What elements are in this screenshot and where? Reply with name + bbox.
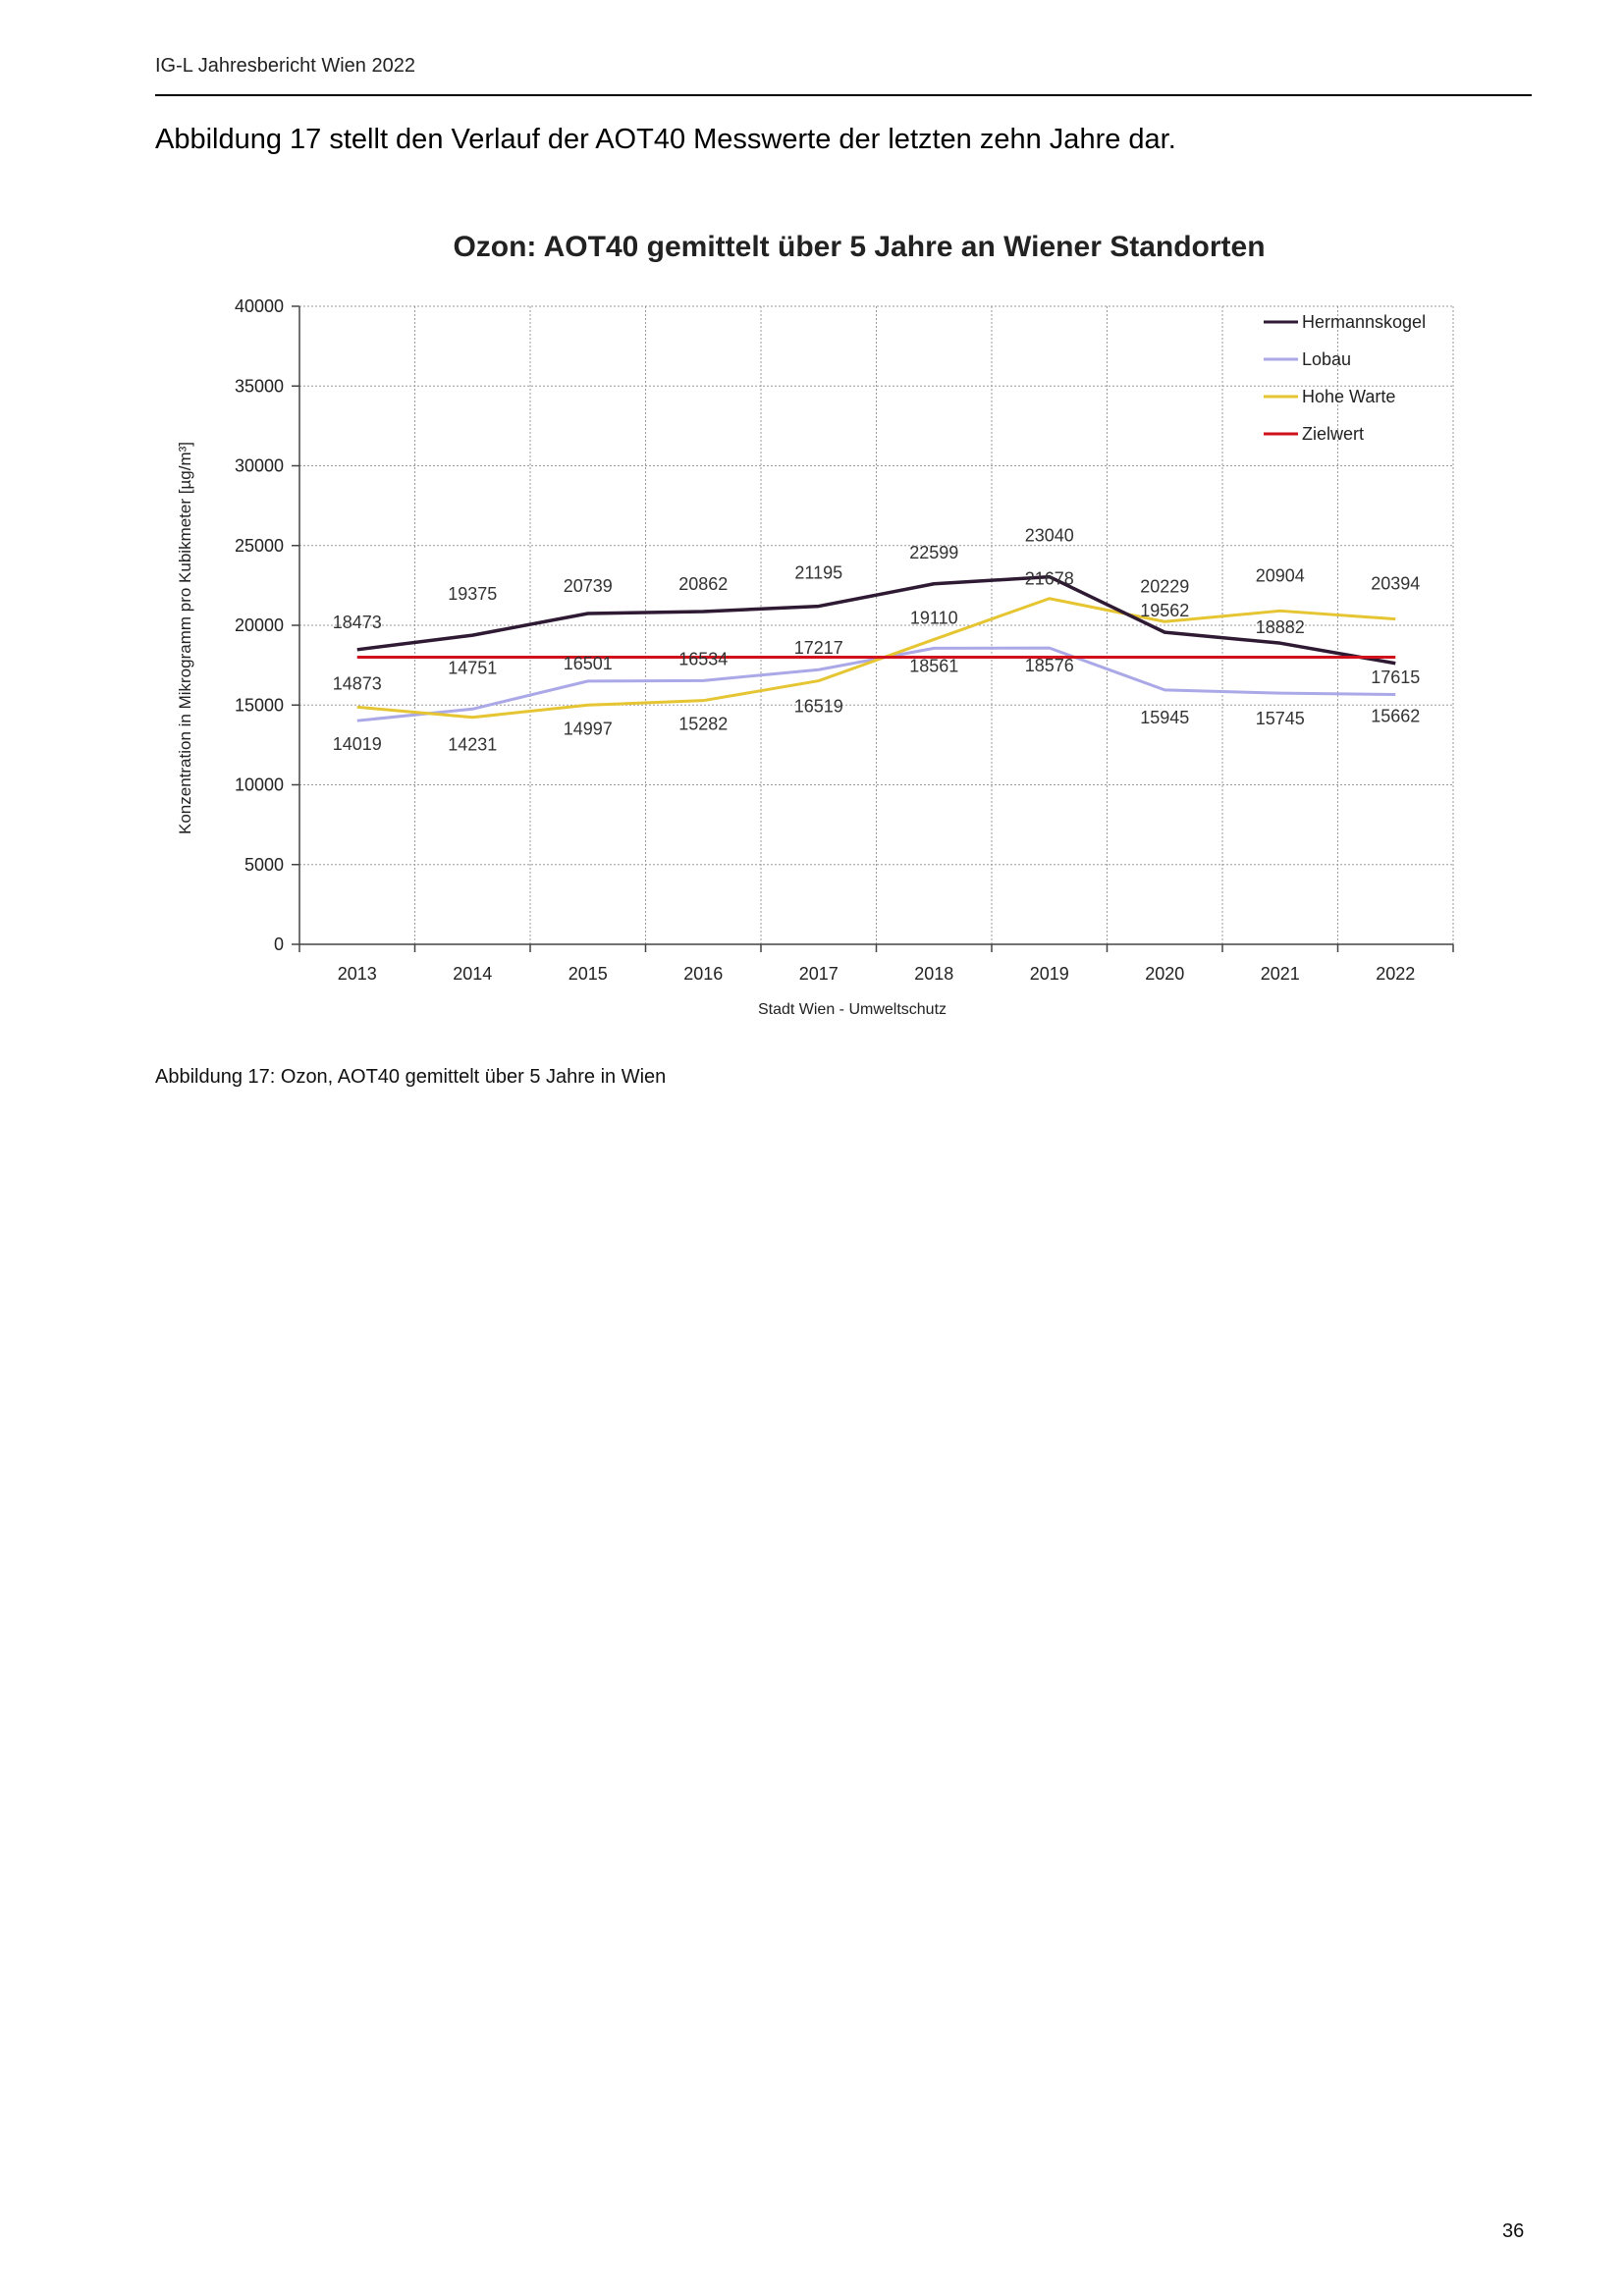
- x-axis-label: Stadt Wien - Umweltschutz: [758, 1001, 947, 1018]
- data-label-lobau: 18561: [909, 656, 958, 675]
- chart-title: Ozon: AOT40 gemittelt über 5 Jahre an Wi…: [453, 231, 1265, 263]
- intro-paragraph: Abbildung 17 stellt den Verlauf der AOT4…: [155, 124, 1176, 155]
- legend-label: Hermannskogel: [1302, 312, 1426, 332]
- figure-caption: Abbildung 17: Ozon, AOT40 gemittelt über…: [155, 1066, 667, 1088]
- data-label-hohe-warte: 16519: [794, 697, 843, 717]
- running-header: IG-L Jahresbericht Wien 2022: [155, 55, 415, 77]
- legend-label: Hohe Warte: [1302, 387, 1395, 406]
- data-label-hermannskogel: 18882: [1256, 617, 1305, 637]
- data-label-lobau: 16501: [564, 654, 613, 673]
- series-line-hohe-warte: [356, 597, 1396, 720]
- x-tick-label: 2014: [453, 964, 492, 984]
- x-tick-label: 2013: [338, 964, 377, 984]
- x-tick-label: 2017: [799, 964, 839, 984]
- data-label-lobau: 17217: [794, 638, 843, 658]
- data-label-hermannskogel: 20739: [564, 576, 613, 596]
- data-label-lobau: 14019: [333, 734, 382, 754]
- legend-label: Zielwert: [1302, 424, 1364, 444]
- x-tick-label: 2020: [1145, 964, 1184, 984]
- data-label-hohe-warte: 19110: [910, 608, 958, 627]
- data-label-lobau: 16534: [678, 649, 728, 668]
- x-tick-label: 2021: [1261, 964, 1300, 984]
- header-rule: [155, 94, 1532, 96]
- y-tick-label: 30000: [235, 456, 284, 476]
- y-axis-label: Konzentration in Mikrogramm pro Kubikmet…: [176, 442, 194, 834]
- y-tick-label: 5000: [244, 855, 284, 875]
- data-label-lobau: 15945: [1140, 708, 1189, 727]
- data-label-hermannskogel: 19375: [448, 584, 497, 604]
- y-tick-label: 35000: [235, 376, 284, 396]
- grid: [299, 305, 1454, 944]
- y-tick-label: 10000: [235, 775, 284, 795]
- data-label-hohe-warte: 14997: [564, 719, 613, 738]
- x-tick-label: 2015: [568, 964, 608, 984]
- x-tick-label: 2019: [1030, 964, 1069, 984]
- data-label-hermannskogel: 23040: [1025, 526, 1074, 546]
- chart-container: Ozon: AOT40 gemittelt über 5 Jahre an Wi…: [167, 221, 1463, 1031]
- series-lines: [356, 574, 1396, 722]
- page-number: 36: [1502, 2220, 1525, 2242]
- data-labels: 18473 19375 20739 20862 21195 22599 23040 19562…: [333, 526, 1421, 755]
- data-label-hermannskogel: 22599: [909, 543, 958, 562]
- data-label-hermannskogel: 17615: [1371, 667, 1420, 687]
- y-tick-label: 20000: [235, 615, 284, 635]
- data-label-hohe-warte: 20394: [1371, 574, 1420, 594]
- legend: Hermannskogel Lobau Hohe Warte Zielwert: [1264, 312, 1426, 444]
- x-tick-label: 2022: [1376, 964, 1415, 984]
- y-tick-label: 15000: [235, 695, 284, 715]
- y-tick-label: 40000: [235, 296, 284, 316]
- data-label-hohe-warte: 14231: [448, 735, 497, 755]
- data-label-hohe-warte: 21678: [1025, 569, 1074, 589]
- axes: 0 5000 10000 15000 20000 25000 30000 35000 40000…: [235, 296, 1454, 984]
- x-tick-label: 2016: [683, 964, 723, 984]
- aot40-line-chart: Ozon: AOT40 gemittelt über 5 Jahre an Wi…: [176, 231, 1454, 1018]
- y-tick-label: 0: [274, 934, 284, 954]
- series-line-hermannskogel: [356, 574, 1396, 666]
- y-tick-label: 25000: [235, 536, 284, 556]
- data-label-lobau: 14751: [448, 658, 497, 677]
- data-label-lobau: 15662: [1371, 706, 1420, 725]
- data-label-hohe-warte: 15282: [678, 715, 728, 734]
- data-label-hermannskogel: 21195: [794, 563, 842, 583]
- data-label-hermannskogel: 19562: [1140, 601, 1189, 620]
- legend-label: Lobau: [1302, 349, 1351, 369]
- data-label-hohe-warte: 20904: [1256, 565, 1305, 585]
- data-label-hohe-warte: 20229: [1140, 576, 1189, 596]
- data-label-lobau: 18576: [1025, 656, 1074, 675]
- data-label-hohe-warte: 14873: [333, 673, 382, 693]
- data-label-hermannskogel: 18473: [333, 613, 382, 632]
- data-label-lobau: 15745: [1256, 709, 1305, 728]
- x-tick-label: 2018: [914, 964, 953, 984]
- data-label-hermannskogel: 20862: [678, 574, 728, 594]
